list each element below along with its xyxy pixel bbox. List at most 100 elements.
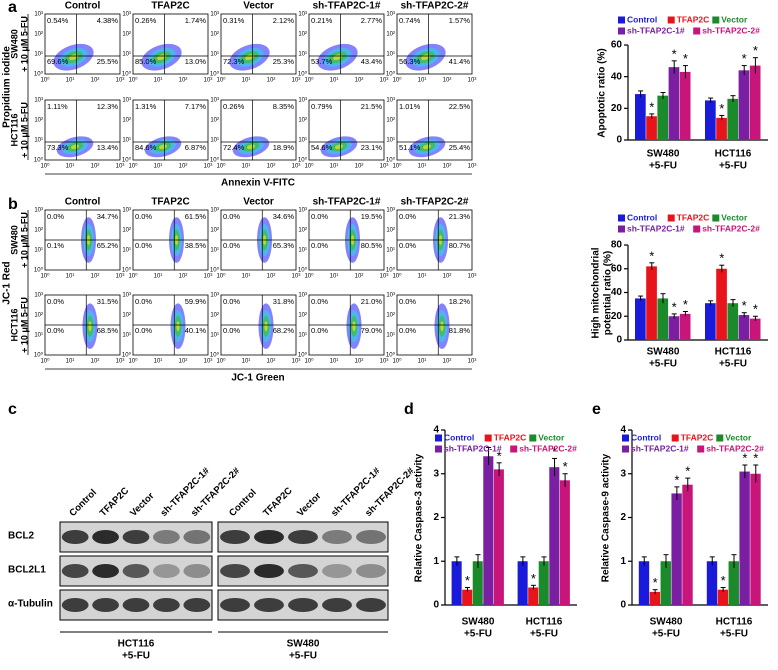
legend-label: sh-TFAP2C-1# xyxy=(627,25,685,35)
x-tick-label: 10¹ xyxy=(154,78,163,84)
y-tick-label: 10² xyxy=(298,228,307,234)
bar xyxy=(559,480,570,605)
y-tick-label: 10¹ xyxy=(386,248,395,254)
y-tick-label: 2 xyxy=(620,512,626,523)
dot-cloud xyxy=(352,321,356,332)
dot-cloud xyxy=(70,144,80,150)
significance-star: * xyxy=(683,51,688,66)
x-tick-label: 10¹ xyxy=(330,359,339,365)
x-tick-label: 10² xyxy=(267,359,276,365)
blot-band xyxy=(322,530,352,544)
significance-star: * xyxy=(653,575,658,590)
bar xyxy=(716,117,727,140)
x-tick-label: 10⁰ xyxy=(128,77,138,84)
y-tick-label: 10⁰ xyxy=(34,267,44,274)
blot-band xyxy=(92,564,119,578)
bar xyxy=(705,100,716,140)
y-tick-label: 10³ xyxy=(210,12,219,18)
blot-band xyxy=(220,598,250,612)
significance-star: * xyxy=(742,450,747,465)
y-tick-label: 10² xyxy=(34,32,43,38)
quadrant-value: 38.5% xyxy=(185,241,207,250)
blot-band xyxy=(322,564,352,578)
y-axis-label: Relative Caspase-9 activity xyxy=(600,453,612,582)
quadrant-value: 0.0% xyxy=(311,241,328,250)
y-tick-label: 10² xyxy=(34,228,43,234)
legend-swatch xyxy=(712,214,720,222)
quadrant-value: 0.0% xyxy=(135,297,152,306)
quadrant-value: 21.5% xyxy=(361,102,383,111)
y-tick-label: 10² xyxy=(122,32,131,38)
y-tick-label: 10³ xyxy=(34,98,43,104)
quadrant-value: 1.57% xyxy=(449,16,471,25)
x-tick-label: 10² xyxy=(443,164,452,170)
x-tick-label: 10¹ xyxy=(66,274,75,280)
blot-band xyxy=(122,530,150,544)
quadrant-value: 6.87% xyxy=(185,143,207,152)
significance-star: * xyxy=(465,573,470,588)
row-label: HCT116 + 10 μM 5-FU xyxy=(9,297,30,353)
legend-label: sh-TFAP2C-2# xyxy=(702,223,760,233)
group-label: SW480 +5-FU xyxy=(286,638,320,662)
significance-star: * xyxy=(685,464,690,479)
significance-star: * xyxy=(531,571,536,586)
lane-label: Control xyxy=(227,487,259,519)
y-tick-label: 2 xyxy=(433,512,439,523)
x-tick-label: 10⁰ xyxy=(128,273,138,280)
quadrant-value: 65.3% xyxy=(273,241,295,250)
blot-band xyxy=(183,598,211,612)
blot-row-label: α-Tubulin xyxy=(8,599,53,610)
significance-star: * xyxy=(552,444,557,459)
x-tick-label: 10² xyxy=(179,78,188,84)
y-tick-label: 10² xyxy=(386,118,395,124)
blot-band xyxy=(122,564,150,578)
x-tick-label: 10¹ xyxy=(154,274,163,280)
legend-swatch xyxy=(529,434,537,442)
blot-row-label: BCL2L1 xyxy=(8,565,46,576)
significance-star: * xyxy=(753,43,758,58)
legend-swatch xyxy=(667,214,675,222)
blot-band xyxy=(153,564,180,578)
column-title: sh-TFAP2C-1# xyxy=(313,197,381,208)
blot-band xyxy=(288,598,318,612)
x-tick-label: 10³ xyxy=(468,359,477,365)
blot-band xyxy=(356,530,386,544)
x-tick-label: 10⁰ xyxy=(128,358,138,365)
legend-label: Control xyxy=(627,14,657,24)
legend-swatch xyxy=(667,16,675,24)
column-title: sh-TFAP2C-2# xyxy=(401,197,469,208)
bar xyxy=(749,65,761,140)
y-tick-label: 3 xyxy=(620,468,626,479)
quadrant-value: 0.0% xyxy=(47,326,64,335)
bar xyxy=(483,456,494,605)
y-tick-label: 10¹ xyxy=(298,138,307,144)
legend-swatch xyxy=(622,445,629,453)
y-tick-label: 10¹ xyxy=(298,248,307,254)
x-tick-label: 10³ xyxy=(292,78,301,84)
y-tick-label: 20 xyxy=(611,103,623,114)
significance-star: * xyxy=(721,573,726,588)
quadrant-value: 12.3% xyxy=(97,102,119,111)
y-tick-label: 60 xyxy=(611,40,623,51)
significance-star: * xyxy=(649,99,654,114)
x-tick-label: 10¹ xyxy=(418,78,427,84)
y-tick-label: 1 xyxy=(433,556,439,567)
legend-swatch xyxy=(622,434,629,442)
bar xyxy=(657,95,669,140)
bar xyxy=(682,484,693,605)
column-title: sh-TFAP2C-2# xyxy=(401,1,469,12)
y-tick-label: 10⁰ xyxy=(386,71,396,78)
column-title: sh-TFAP2C-1# xyxy=(313,1,381,12)
bar xyxy=(649,591,661,605)
legend-label: TFAP2C xyxy=(677,14,710,24)
x-tick-label: 10⁰ xyxy=(304,358,314,365)
quadrant-value: 21.0% xyxy=(361,297,383,306)
dot-cloud xyxy=(264,321,268,332)
category-label: SW480 +5-FU xyxy=(646,148,680,172)
x-tick-label: 10² xyxy=(267,164,276,170)
x-tick-label: 10³ xyxy=(468,164,477,170)
dot-cloud xyxy=(158,144,168,150)
column-title: Control xyxy=(65,1,101,12)
x-tick-label: 10² xyxy=(179,274,188,280)
blot-band xyxy=(153,598,180,612)
